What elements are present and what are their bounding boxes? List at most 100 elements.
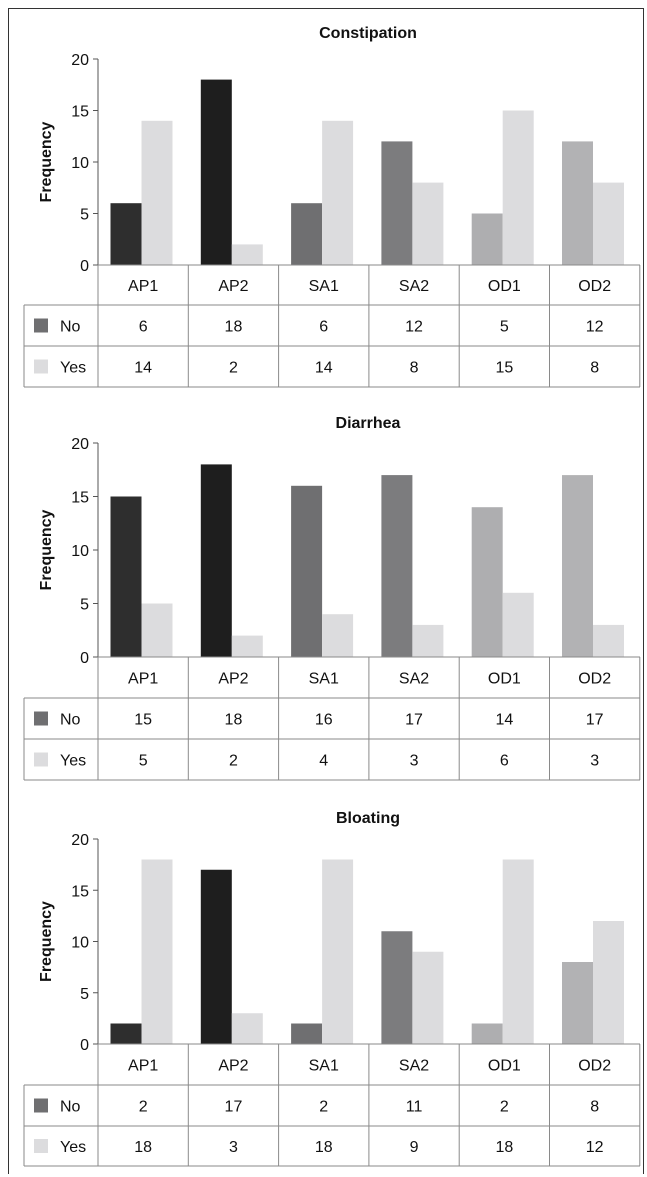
- chart-title: Bloating: [336, 810, 400, 827]
- data-label-yes: 5: [139, 753, 148, 770]
- bar-no-od1: [471, 507, 503, 657]
- bar-no-od1: [471, 213, 503, 265]
- data-label-yes: 6: [500, 753, 509, 770]
- data-label-no: 6: [139, 319, 148, 336]
- bar-yes-od1: [502, 592, 534, 657]
- data-label-no: 2: [500, 1099, 509, 1116]
- data-label-no: 8: [590, 1099, 599, 1116]
- x-tick-label: AP2: [218, 1058, 248, 1075]
- legend-label-no: No: [60, 712, 81, 729]
- y-tick-label: 15: [71, 104, 89, 121]
- bar-no-od2: [562, 141, 593, 265]
- bar-yes-sa1: [322, 614, 354, 657]
- bar-no-od1: [471, 1023, 503, 1044]
- x-tick-label: SA2: [399, 671, 429, 688]
- x-tick-label: SA2: [399, 1058, 429, 1075]
- data-label-yes: 8: [410, 360, 419, 377]
- x-tick-label: OD2: [578, 671, 611, 688]
- data-label-yes: 3: [410, 753, 419, 770]
- y-tick-label: 20: [71, 52, 89, 69]
- y-axis-label: Frequency: [38, 901, 55, 982]
- y-tick-label: 10: [71, 155, 89, 172]
- y-tick-label: 10: [71, 935, 89, 952]
- y-tick-label: 0: [80, 258, 89, 275]
- bar-yes-ap2: [231, 635, 263, 657]
- data-label-no: 18: [225, 319, 243, 336]
- x-tick-label: OD2: [578, 278, 611, 295]
- x-tick-label: SA1: [309, 671, 339, 688]
- x-tick-label: AP2: [218, 278, 248, 295]
- data-label-no: 16: [315, 712, 333, 729]
- y-axis-label: Frequency: [38, 121, 55, 202]
- y-tick-label: 15: [71, 883, 89, 900]
- bar-yes-ap1: [141, 859, 173, 1044]
- chart-panel-constipation: Constipation Frequency 0 5 10 15 20 AP1 AP2 SA1 SA…: [23, 25, 641, 388]
- data-label-no: 11: [406, 1099, 423, 1116]
- data-table: AP1 AP2 SA1 SA2 OD1 OD2 No 15 18 16 17 14 17 Yes 5 2 4 3 6…: [23, 656, 641, 781]
- bar-no-ap2: [200, 464, 232, 657]
- x-tick-label: SA2: [399, 278, 429, 295]
- x-tick-label: AP1: [128, 278, 158, 295]
- bar-yes-od1: [502, 110, 534, 265]
- y-tick-label: 0: [80, 1037, 89, 1054]
- bar-no-ap1: [110, 496, 142, 657]
- y-axis-label: Frequency: [38, 509, 55, 590]
- bar-yes-sa1: [322, 859, 354, 1044]
- figure-frame: [8, 8, 644, 1174]
- data-label-no: 2: [139, 1099, 148, 1116]
- bar-yes-od2: [593, 624, 624, 657]
- data-label-yes: 3: [590, 753, 599, 770]
- bar-yes-ap1: [141, 120, 173, 265]
- data-label-yes: 8: [590, 360, 599, 377]
- data-label-yes: 18: [495, 1139, 513, 1156]
- data-label-no: 6: [319, 319, 328, 336]
- bar-no-sa1: [291, 203, 323, 265]
- y-tick-label: 0: [80, 650, 89, 667]
- legend-label-no: No: [60, 1099, 81, 1116]
- x-tick-label: AP1: [128, 1058, 158, 1075]
- x-tick-label: AP1: [128, 671, 158, 688]
- data-label-no: 5: [500, 319, 509, 336]
- bar-no-sa1: [291, 485, 323, 657]
- bar-no-ap1: [110, 1023, 142, 1044]
- data-label-yes: 12: [586, 1139, 604, 1156]
- chart-panel-bloating: Bloating Frequency 0 5 10 15 20 AP1 AP2 SA1 SA2 OD1…: [23, 810, 641, 1167]
- legend-swatch-no: [34, 711, 48, 726]
- chart-title: Constipation: [319, 25, 417, 42]
- data-label-yes: 9: [410, 1139, 419, 1156]
- data-label-no: 12: [405, 319, 423, 336]
- bar-no-ap2: [200, 79, 232, 265]
- x-tick-label: SA1: [309, 1058, 339, 1075]
- data-label-yes: 14: [134, 360, 152, 377]
- data-label-no: 18: [225, 712, 243, 729]
- data-label-yes: 18: [315, 1139, 333, 1156]
- data-label-no: 2: [319, 1099, 328, 1116]
- x-tick-label: OD1: [488, 671, 521, 688]
- data-table: AP1 AP2 SA1 SA2 OD1 OD2 No 6 18 6 12 5 12 Yes 14 2 14 8 15…: [23, 264, 641, 388]
- x-tick-label: OD2: [578, 1058, 611, 1075]
- legend-swatch-no: [34, 318, 48, 333]
- data-label-no: 17: [225, 1099, 243, 1116]
- data-table: AP1 AP2 SA1 SA2 OD1 OD2 No 2 17 2 11 2 8 Yes 18 3 18 9 18 1…: [23, 1043, 641, 1167]
- y-tick-label: 5: [80, 986, 89, 1003]
- x-tick-label: OD1: [488, 1058, 521, 1075]
- y-tick-label: 5: [80, 597, 89, 614]
- bar-yes-ap2: [231, 244, 263, 265]
- data-label-yes: 3: [229, 1139, 238, 1156]
- data-label-no: 12: [586, 319, 604, 336]
- bar-yes-od2: [593, 182, 624, 265]
- data-label-no: 14: [495, 712, 513, 729]
- y-tick-label: 5: [80, 207, 89, 224]
- y-tick-label: 20: [71, 832, 89, 849]
- bar-no-od2: [562, 475, 593, 657]
- bar-no-sa1: [291, 1023, 323, 1044]
- chart-title: Diarrhea: [336, 415, 401, 432]
- y-tick-label: 20: [71, 436, 89, 453]
- bar-no-ap1: [110, 203, 142, 265]
- data-label-no: 15: [134, 712, 152, 729]
- y-tick-label: 10: [71, 543, 89, 560]
- legend-swatch-no: [34, 1098, 48, 1113]
- bar-yes-ap1: [141, 603, 173, 657]
- data-label-no: 17: [586, 712, 604, 729]
